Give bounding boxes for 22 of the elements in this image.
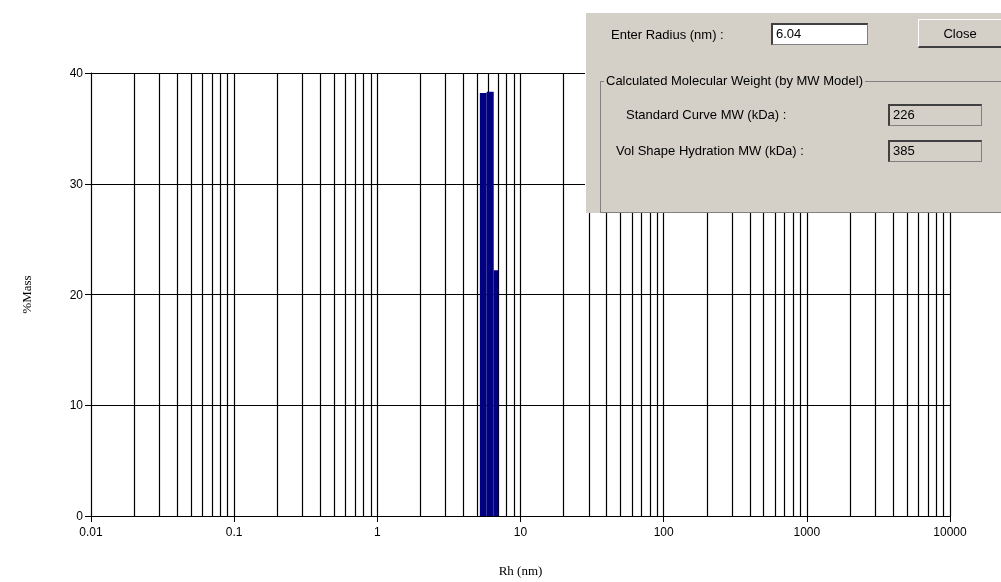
x-tick-label: 100 xyxy=(653,525,674,539)
x-tick-label: 0.1 xyxy=(225,525,243,539)
x-axis-title: Rh (nm) xyxy=(498,563,543,578)
text: Close xyxy=(943,25,977,41)
y-tick-label: 20 xyxy=(69,287,84,302)
text: 6.04 xyxy=(776,26,802,41)
annotation: Vol Shape Hydration MW (kDa) : xyxy=(616,143,804,158)
y-tick-label: 10 xyxy=(69,398,84,413)
y-axis-title: %Mass xyxy=(19,275,34,314)
x-tick-label: 0.01 xyxy=(79,525,103,539)
x-tick-label: 10000 xyxy=(933,525,968,539)
annotation: Standard Curve MW (kDa) : xyxy=(626,107,787,122)
x-tick-label: 1 xyxy=(373,525,381,539)
y-tick-label: 40 xyxy=(69,66,84,80)
x-tick-label: 10 xyxy=(513,525,528,539)
annotation: 226 xyxy=(888,104,982,126)
annotation: 385 xyxy=(888,140,982,162)
annotation: Calculated Molecular Weight (by MW Model) xyxy=(604,73,865,88)
y-tick-label: 0 xyxy=(76,509,84,523)
x-tick-label: 1000 xyxy=(793,525,821,539)
text: Enter Radius (nm) : xyxy=(611,27,724,42)
y-tick-label: 30 xyxy=(69,176,84,191)
